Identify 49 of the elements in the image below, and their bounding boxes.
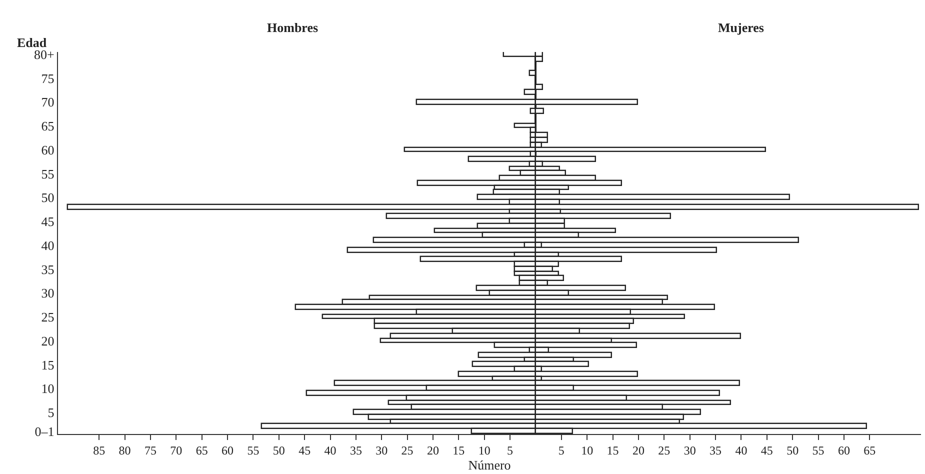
text: Hombres: [267, 20, 318, 35]
y-tick-label: 30: [41, 286, 54, 301]
x-tick-label: 15: [606, 444, 619, 458]
y-tick-label: 40: [41, 238, 54, 253]
x-tick-label: 35: [710, 444, 722, 458]
y-tick-label: 60: [41, 142, 54, 158]
x-tick-label: 35: [350, 444, 362, 458]
y-tick-label: 70: [41, 94, 54, 110]
x-tick-label: 45: [298, 444, 311, 458]
x-tick-label: 25: [401, 444, 414, 458]
y-tick-label: 50: [41, 190, 54, 206]
x-tick-label: 5: [507, 444, 514, 458]
x-tick-label: 60: [838, 444, 850, 458]
x-tick-label: 45: [760, 444, 773, 458]
x-tick-label: 20: [632, 444, 644, 458]
y-tick-label: 20: [41, 333, 54, 348]
x-tick-label: 60: [222, 444, 234, 458]
x-tick-label: 30: [376, 444, 388, 458]
x-tick-label: 10: [478, 444, 490, 458]
x-tick-label: 40: [735, 444, 748, 458]
x-tick-label: 75: [144, 444, 156, 458]
x-tick-label: 70: [170, 444, 182, 458]
x-tick-label: 85: [93, 444, 106, 458]
x-tick-label: 40: [324, 444, 336, 458]
x-tick-label: 30: [684, 444, 696, 458]
y-tick-label: 55: [41, 166, 54, 182]
x-tick-label: 5: [558, 444, 564, 458]
y-tick-label: 45: [41, 214, 54, 230]
x-tick-label: 55: [247, 444, 260, 458]
x-tick-label: 50: [272, 444, 285, 458]
text: Mujeres: [718, 20, 764, 35]
y-tick-label: 15: [41, 357, 54, 372]
x-tick-label: 15: [452, 444, 465, 458]
x-tick-label: 80: [118, 444, 131, 458]
y-tick-label: 65: [41, 118, 54, 134]
x-axis-title: Número: [468, 458, 511, 472]
y-tick-label: 75: [41, 70, 54, 86]
x-tick-label: 55: [812, 444, 824, 458]
y-tick-label: 0–1: [34, 424, 54, 440]
y-tick-label: 35: [41, 262, 54, 277]
y-tick-label: 10: [41, 381, 54, 396]
x-tick-label: 10: [581, 444, 594, 458]
x-tick-label: 20: [426, 444, 439, 458]
x-tick-label: 65: [196, 444, 208, 458]
x-tick-label: 65: [864, 444, 876, 458]
x-tick-label: 50: [786, 444, 799, 458]
y-tick-label: 25: [41, 310, 54, 325]
x-tick-label: 25: [658, 444, 670, 458]
y-tick-label: 5: [48, 405, 54, 420]
